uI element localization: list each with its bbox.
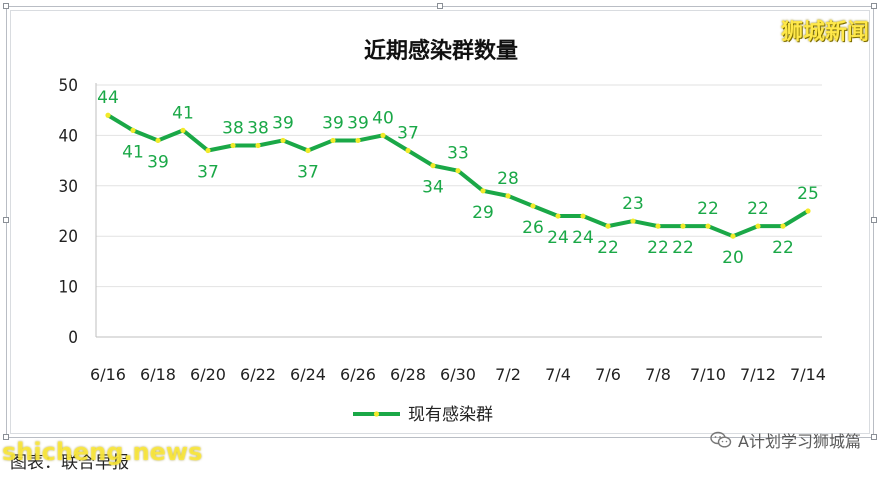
data-label: 33 [447, 144, 469, 164]
x-tick-label: 6/24 [290, 365, 326, 384]
data-point [480, 188, 486, 194]
data-label: 39 [322, 113, 344, 133]
data-point [730, 233, 736, 239]
data-point [780, 223, 786, 229]
data-label: 24 [572, 228, 594, 248]
wechat-icon [710, 431, 732, 448]
data-label: 26 [522, 218, 544, 238]
x-tick-label: 7/8 [645, 365, 671, 384]
data-point [680, 223, 686, 229]
data-point [655, 223, 661, 229]
legend-swatch-marker [373, 411, 380, 417]
data-point [505, 193, 511, 199]
site-watermark: shicheng.news [2, 438, 203, 466]
resize-handle-left[interactable] [3, 217, 9, 223]
data-point [380, 132, 386, 138]
data-point [555, 213, 561, 219]
data-point [530, 203, 536, 209]
resize-handle-top-right[interactable] [871, 3, 877, 9]
y-tick-label: 30 [59, 177, 78, 197]
y-tick-label: 50 [59, 76, 78, 96]
data-point [205, 147, 211, 154]
x-tick-label: 6/30 [440, 365, 476, 384]
data-point [755, 223, 761, 229]
data-point [305, 147, 311, 154]
data-point [455, 168, 461, 174]
data-point [430, 163, 436, 169]
resize-handle-top-left[interactable] [3, 3, 9, 9]
data-label: 41 [122, 142, 144, 162]
data-label: 22 [772, 238, 794, 258]
data-point [630, 218, 636, 224]
data-point [230, 142, 236, 149]
y-tick-label: 20 [59, 227, 78, 247]
data-label: 22 [597, 238, 619, 258]
x-tick-label: 6/26 [340, 365, 376, 384]
x-tick-label: 7/12 [740, 365, 776, 384]
chart-frame-inner [10, 10, 870, 434]
x-tick-label: 6/22 [240, 365, 276, 384]
data-label: 29 [472, 203, 494, 223]
data-label: 20 [722, 248, 744, 268]
data-label: 37 [297, 163, 319, 183]
data-label: 34 [422, 178, 444, 198]
brand-logo: 狮城新闻 [780, 20, 869, 45]
source-caption: 图表：联合早报 [10, 453, 129, 473]
data-label: 39 [147, 152, 169, 172]
resize-handle-right[interactable] [871, 217, 877, 223]
resize-handle-bottom-left[interactable] [3, 434, 9, 440]
data-label: 22 [647, 238, 669, 258]
data-point [705, 223, 711, 229]
data-point [355, 137, 361, 144]
watermark-right: A计划学习狮城篇 [710, 428, 861, 452]
x-tick-label: 7/10 [690, 365, 726, 384]
data-label: 22 [747, 199, 769, 219]
data-label: 40 [372, 108, 394, 128]
x-tick-label: 6/16 [90, 365, 126, 384]
chart-frame [6, 6, 874, 438]
line-chart: 近期感染群数量 0 10 20 30 40 50 6/16 6/18 6/20 6/22 6/24 6/… [59, 38, 826, 425]
x-tick-label: 6/20 [190, 365, 226, 384]
data-label: 37 [397, 124, 419, 144]
data-label: 37 [197, 163, 219, 183]
data-label: 25 [797, 184, 819, 204]
watermark-right-text: A计划学习狮城篇 [738, 432, 861, 451]
x-tick-label: 7/2 [495, 365, 521, 384]
data-point [155, 137, 161, 144]
chart-title: 近期感染群数量 [364, 38, 518, 64]
data-point [405, 147, 411, 154]
data-label: 24 [547, 228, 569, 248]
x-tick-label: 7/4 [545, 365, 571, 384]
data-label: 22 [697, 199, 719, 219]
data-label: 39 [347, 113, 369, 133]
data-point [330, 137, 336, 144]
data-point [280, 137, 286, 144]
resize-handle-bottom-right[interactable] [871, 434, 877, 440]
data-label: 44 [97, 88, 119, 108]
data-point [130, 127, 136, 133]
data-point [605, 223, 611, 229]
data-label: 23 [622, 194, 644, 214]
legend-label: 现有感染群 [408, 405, 493, 425]
x-tick-label: 6/28 [390, 365, 426, 384]
y-tick-label: 10 [59, 278, 78, 298]
data-label: 41 [172, 103, 194, 123]
resize-handle-top[interactable] [437, 3, 443, 9]
data-label: 22 [672, 238, 694, 258]
y-tick-label: 40 [59, 126, 78, 146]
data-label: 38 [247, 118, 269, 138]
data-point [580, 213, 586, 219]
data-label: 38 [222, 118, 244, 138]
data-point [255, 142, 261, 149]
data-point [805, 208, 811, 214]
data-label: 39 [272, 113, 294, 133]
x-tick-label: 7/14 [790, 365, 826, 384]
x-tick-label: 6/18 [140, 365, 176, 384]
data-point [105, 112, 111, 118]
data-label: 28 [497, 169, 519, 189]
x-tick-label: 7/6 [595, 365, 621, 384]
y-tick-label: 0 [68, 328, 78, 348]
data-point [180, 127, 186, 133]
